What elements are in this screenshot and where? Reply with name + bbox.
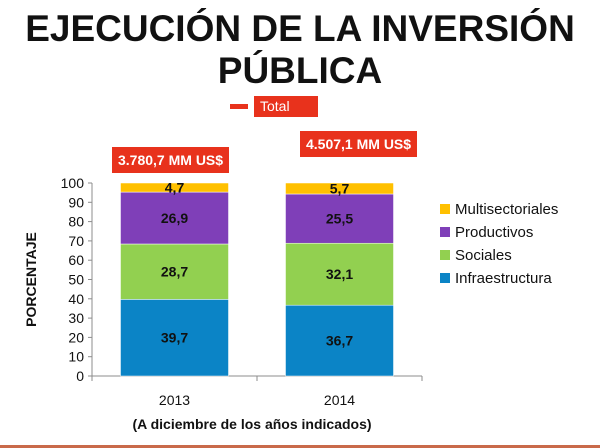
- bar-segment-multisectoriales-2013: [120, 182, 229, 193]
- legend-label-multisectoriales: Multisectoriales: [455, 201, 558, 218]
- data-label: 32,1: [326, 266, 353, 282]
- legend-swatch-infraestructura: [440, 273, 450, 283]
- bar-segment-sociales-2014: [285, 242, 394, 306]
- data-label: 4,7: [165, 180, 185, 196]
- y-tick-label: 80: [68, 214, 84, 230]
- total-2014: 4.507,1 MM US$: [300, 131, 418, 157]
- bar-segment-productivos-2014: [285, 193, 394, 244]
- data-label: 25,5: [326, 211, 353, 227]
- y-tick-label: 60: [68, 252, 84, 268]
- data-label: 36,7: [326, 333, 353, 349]
- y-tick-label: 70: [68, 233, 84, 249]
- page-title: EJECUCIÓN DE LA INVERSIÓN PÚBLICA: [25, 8, 575, 91]
- x-tick-label: 2014: [324, 392, 355, 408]
- legend-swatch-multisectoriales: [440, 204, 450, 214]
- legend-swatch-productivos: [440, 227, 450, 237]
- y-tick-label: 30: [68, 310, 84, 326]
- y-axis-title: PORCENTAJE: [23, 232, 39, 327]
- y-tick-label: 50: [68, 272, 84, 288]
- totals-legend-swatch: [230, 103, 248, 109]
- bar-segment-productivos-2013: [120, 191, 229, 245]
- data-label: 5,7: [330, 181, 350, 197]
- x-axis-title: (A diciembre de los años indicados): [132, 416, 371, 432]
- y-tick-label: 90: [68, 194, 84, 210]
- legend-label-infraestructura: Infraestructura: [455, 270, 552, 287]
- data-label: 26,9: [161, 210, 188, 226]
- totals-legend-label: Total: [254, 95, 318, 117]
- x-tick-label: 2013: [159, 392, 190, 408]
- bar-segment-infraestructura-2014: [285, 304, 394, 377]
- y-tick-label: 100: [61, 175, 85, 191]
- data-label: 39,7: [161, 330, 188, 346]
- bar-segment-sociales-2013: [120, 243, 229, 300]
- legend-swatch-sociales: [440, 250, 450, 260]
- totals-legend: Total: [230, 95, 318, 117]
- y-tick-label: 0: [76, 368, 84, 384]
- data-label: 28,7: [161, 264, 188, 280]
- total-2013: 3.780,7 MM US$: [112, 147, 230, 173]
- footer-divider: [0, 445, 600, 448]
- y-tick-label: 40: [68, 291, 84, 307]
- y-tick-label: 20: [68, 329, 84, 345]
- legend-label-sociales: Sociales: [455, 247, 512, 264]
- bar-segment-multisectoriales-2014: [285, 182, 394, 195]
- legend-label-productivos: Productivos: [455, 224, 533, 241]
- y-tick-label: 10: [68, 349, 84, 365]
